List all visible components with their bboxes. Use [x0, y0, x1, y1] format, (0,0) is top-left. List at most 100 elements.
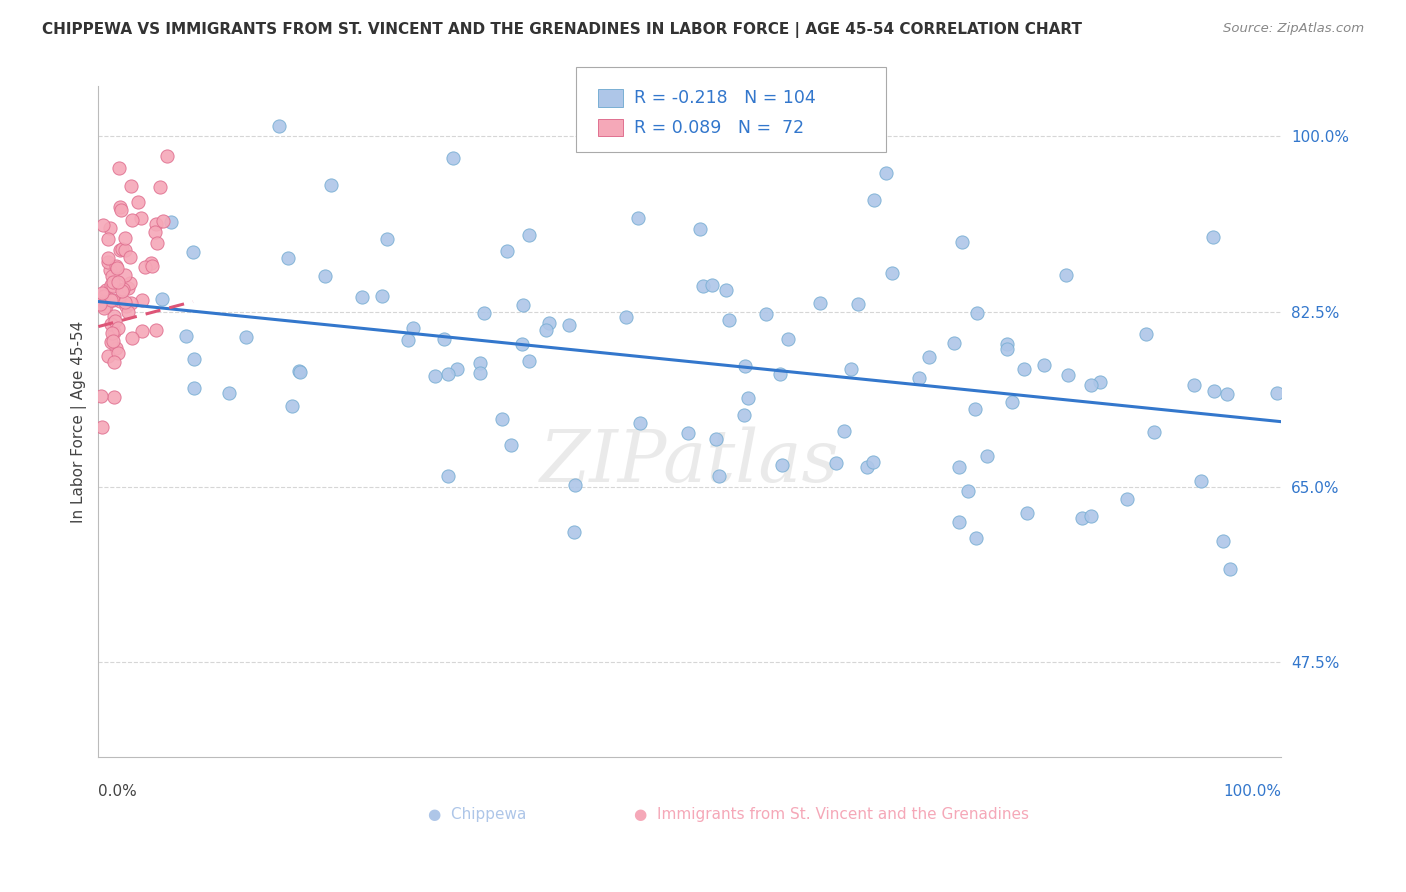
Point — [96, 283, 118, 297]
Point — [446, 362, 468, 376]
Point — [755, 307, 778, 321]
Point — [499, 438, 522, 452]
Point — [769, 367, 792, 381]
Point — [97, 255, 120, 269]
Point — [564, 477, 586, 491]
Point — [93, 301, 115, 315]
Point — [433, 332, 456, 346]
Point — [120, 276, 142, 290]
Point — [267, 120, 290, 134]
Point — [117, 280, 139, 294]
Point — [846, 297, 869, 311]
Point — [110, 202, 132, 217]
Point — [100, 277, 122, 292]
Point — [948, 515, 970, 529]
Point — [103, 334, 125, 348]
Point — [425, 368, 447, 383]
Point — [627, 211, 650, 226]
Point — [134, 260, 156, 275]
Point — [770, 458, 793, 472]
Point — [121, 212, 143, 227]
Point — [101, 326, 124, 340]
Point — [496, 244, 519, 259]
Point — [943, 336, 966, 351]
Point — [108, 243, 131, 257]
Point — [1080, 508, 1102, 523]
Point — [183, 351, 205, 366]
Text: R = -0.218   N = 104: R = -0.218 N = 104 — [634, 89, 815, 107]
Point — [131, 211, 153, 225]
Point — [100, 334, 122, 349]
Point — [91, 293, 114, 308]
Point — [1184, 378, 1206, 392]
Point — [965, 531, 987, 545]
Point — [114, 244, 136, 258]
Point — [396, 333, 419, 347]
Point — [965, 401, 987, 416]
Point — [664, 120, 686, 134]
Text: R = 0.089   N =  72: R = 0.089 N = 72 — [634, 119, 804, 136]
Point — [512, 298, 534, 312]
Point — [145, 323, 167, 337]
Point — [111, 284, 134, 298]
Point — [517, 228, 540, 243]
Point — [875, 166, 897, 180]
Point — [966, 305, 988, 319]
Point — [107, 346, 129, 360]
Point — [832, 424, 855, 438]
Point — [111, 242, 134, 256]
Point — [1135, 326, 1157, 341]
Point — [692, 278, 714, 293]
Point — [510, 337, 533, 351]
Point — [1265, 386, 1288, 401]
Point — [277, 252, 299, 266]
Point — [707, 468, 730, 483]
Point — [120, 250, 142, 264]
Point — [1143, 425, 1166, 439]
Point — [676, 426, 699, 441]
Point — [1212, 534, 1234, 549]
Point — [402, 320, 425, 334]
Point — [183, 381, 205, 395]
Point — [1189, 475, 1212, 489]
Point — [143, 225, 166, 239]
Point — [562, 525, 585, 540]
Text: 0.0%: 0.0% — [98, 784, 138, 799]
Point — [131, 324, 153, 338]
Point — [717, 312, 740, 326]
Point — [614, 310, 637, 324]
Point — [101, 269, 124, 284]
Point — [538, 316, 561, 330]
Point — [314, 268, 336, 283]
Point — [114, 299, 136, 313]
Point — [319, 178, 342, 192]
Point — [120, 179, 142, 194]
Point — [104, 259, 127, 273]
Point — [91, 218, 114, 232]
Point — [371, 289, 394, 303]
Point — [101, 275, 124, 289]
Point — [117, 305, 139, 319]
Point — [104, 314, 127, 328]
Point — [704, 432, 727, 446]
Point — [141, 259, 163, 273]
Text: ●  Immigrants from St. Vincent and the Grenadines: ● Immigrants from St. Vincent and the Gr… — [634, 807, 1029, 822]
Point — [441, 151, 464, 165]
Point — [491, 412, 513, 426]
Point — [181, 244, 204, 259]
Y-axis label: In Labor Force | Age 45-54: In Labor Force | Age 45-54 — [72, 320, 87, 523]
Point — [1054, 268, 1077, 283]
Point — [110, 200, 132, 214]
Point — [131, 293, 153, 308]
Point — [689, 222, 711, 236]
Point — [352, 290, 374, 304]
Point — [1215, 387, 1237, 401]
Point — [1012, 362, 1035, 376]
Point — [436, 368, 458, 382]
Point — [778, 332, 800, 346]
Point — [628, 417, 651, 431]
Point — [997, 337, 1019, 351]
Point — [517, 353, 540, 368]
Point — [107, 321, 129, 335]
Point — [174, 328, 197, 343]
